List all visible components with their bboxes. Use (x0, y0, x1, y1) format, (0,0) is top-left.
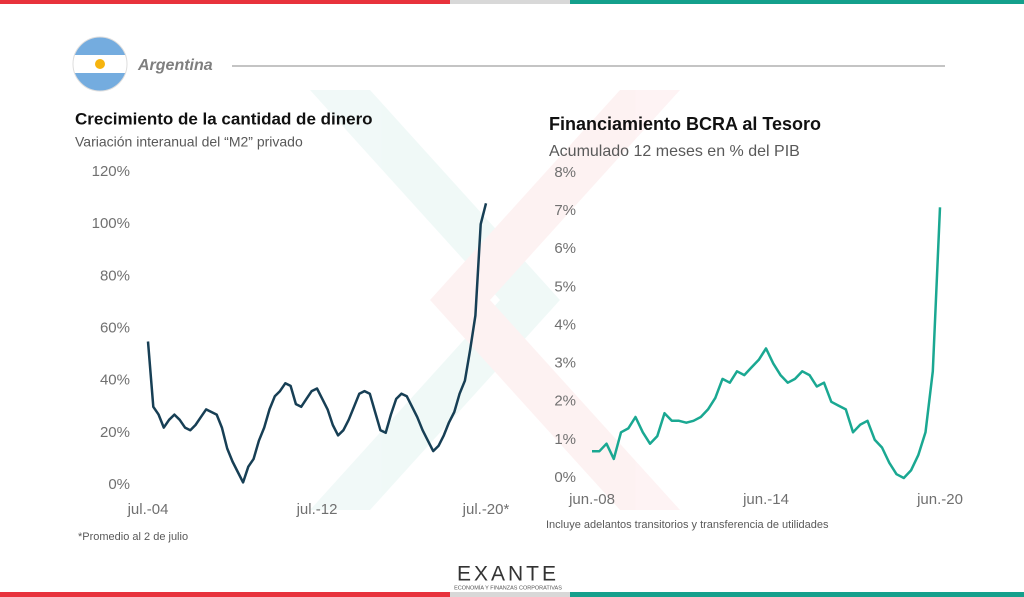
chart-subtitle: Variación interanual del “M2” privado (75, 134, 303, 150)
bottom-stripe-red (0, 592, 450, 597)
y-tick-label: 2% (554, 393, 576, 410)
chart-title: Crecimiento de la cantidad de dinero (75, 109, 373, 128)
y-tick-label: 40% (100, 372, 130, 389)
y-tick-label: 4% (554, 316, 576, 333)
top-stripe-teal (570, 0, 1024, 4)
chart-title: Financiamiento BCRA al Tesoro (549, 114, 821, 134)
flag-ring (72, 36, 128, 92)
logo-name: EXANTE (457, 563, 559, 586)
flag (73, 37, 127, 91)
logo-tagline: ECONOMÍA Y FINANZAS CORPORATIVAS (454, 584, 562, 591)
y-tick-label: 120% (92, 163, 130, 180)
y-tick-label: 5% (554, 278, 576, 295)
x-tick-label: jun.-08 (568, 491, 615, 508)
chart-note: *Promedio al 2 de julio (78, 531, 188, 543)
y-tick-label: 0% (554, 469, 576, 486)
watermark (310, 90, 680, 510)
bottom-stripe-gray (450, 592, 570, 597)
x-tick-label: jul.-20* (462, 501, 510, 518)
y-tick-label: 80% (100, 267, 130, 284)
series-line (146, 202, 488, 484)
series-line (592, 207, 942, 480)
chart-subtitle: Acumulado 12 meses en % del PIB (549, 143, 800, 160)
y-tick-label: 0% (108, 476, 130, 493)
x-tick-label: jun.-14 (742, 491, 789, 508)
x-tick-label: jul.-12 (296, 501, 338, 518)
x-tick-label: jun.-20 (916, 491, 963, 508)
y-tick-label: 1% (554, 431, 576, 448)
top-stripe-red (0, 0, 450, 4)
country: Argentina (137, 57, 213, 74)
x-tick-label: jul.-04 (127, 501, 169, 518)
y-tick-label: 60% (100, 319, 130, 336)
y-tick-label: 8% (554, 164, 576, 181)
y-tick-label: 20% (100, 424, 130, 441)
y-tick-label: 3% (554, 355, 576, 372)
y-tick-label: 7% (554, 202, 576, 219)
top-stripe-gray (450, 0, 570, 4)
bottom-stripe-teal (570, 592, 1024, 597)
chart-note: Incluye adelantos transitorios y transfe… (546, 519, 829, 531)
y-tick-label: 100% (92, 215, 130, 232)
y-tick-label: 6% (554, 240, 576, 257)
